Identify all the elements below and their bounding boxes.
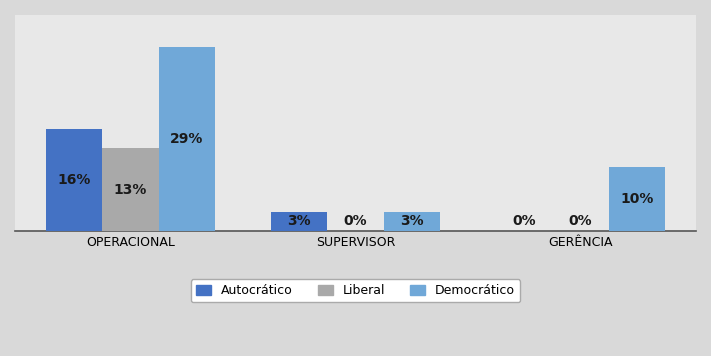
Text: 10%: 10% [620, 192, 653, 206]
Text: 0%: 0% [569, 214, 592, 227]
Text: 13%: 13% [114, 183, 147, 197]
Bar [102, 148, 159, 231]
Legend: Autocrático, Liberal, Democrático: Autocrático, Liberal, Democrático [191, 279, 520, 302]
Bar [46, 129, 102, 231]
Text: 3%: 3% [287, 214, 311, 228]
Bar [384, 212, 440, 231]
Text: 29%: 29% [170, 132, 203, 146]
Text: 16%: 16% [58, 173, 91, 187]
Text: 3%: 3% [400, 214, 424, 228]
Bar [609, 167, 665, 231]
Text: 0%: 0% [513, 214, 536, 227]
Bar [271, 212, 327, 231]
Bar [159, 47, 215, 231]
Text: 0%: 0% [343, 214, 368, 227]
